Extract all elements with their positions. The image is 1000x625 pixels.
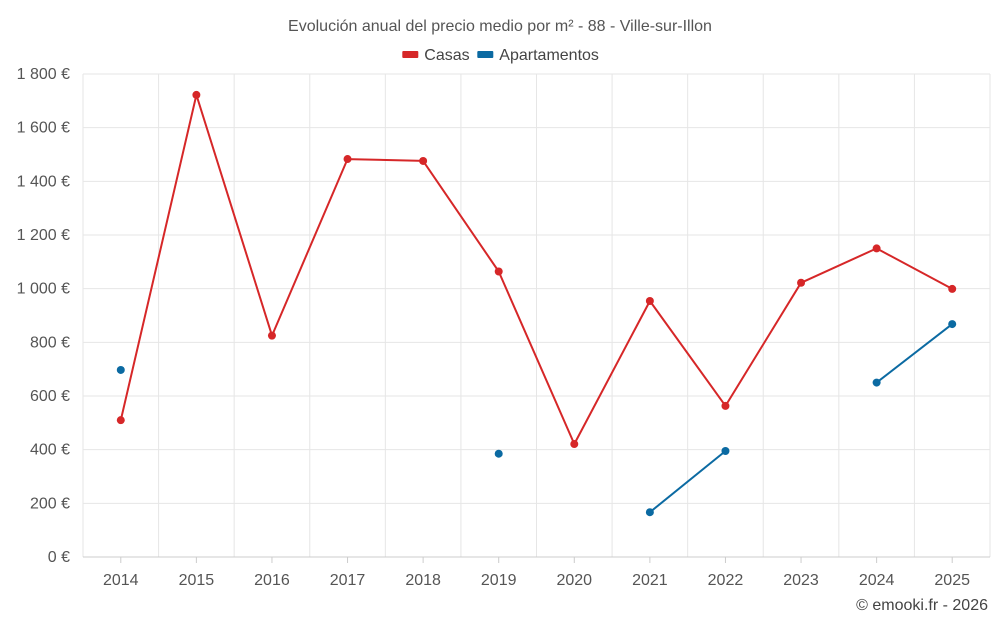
data-point-casas <box>948 284 957 293</box>
data-point-apartamentos <box>721 447 730 456</box>
x-tick-label: 2020 <box>556 572 592 589</box>
x-tick-label: 2024 <box>859 572 895 589</box>
x-tick-label: 2018 <box>405 572 441 589</box>
legend-item-apartamentos: Apartamentos <box>477 47 599 64</box>
x-tick-label: 2023 <box>783 572 819 589</box>
series-line-apartamentos <box>875 323 953 384</box>
data-point-apartamentos <box>645 508 654 517</box>
data-point-casas <box>494 267 503 276</box>
y-tick-label: 1 600 € <box>17 120 70 137</box>
chart-title: Evolución anual del precio medio por m² … <box>288 18 712 35</box>
y-tick-label: 1 200 € <box>17 227 70 244</box>
x-tick-label: 2022 <box>708 572 744 589</box>
y-tick-label: 400 € <box>30 442 70 459</box>
legend-item-casas: Casas <box>402 47 470 64</box>
data-point-casas <box>645 297 654 306</box>
x-tick-label: 2015 <box>179 572 215 589</box>
series-apartamentos <box>116 320 957 517</box>
data-point-apartamentos <box>116 365 125 374</box>
legend-swatch <box>402 51 419 58</box>
y-tick-label: 1 000 € <box>17 281 70 298</box>
x-tick-label: 2014 <box>103 572 139 589</box>
x-tick-label: 2016 <box>254 572 290 589</box>
y-tick-label: 1 800 € <box>17 66 70 83</box>
legend: Casas Apartamentos <box>402 47 599 64</box>
data-point-casas <box>192 90 201 99</box>
data-point-casas <box>721 401 730 410</box>
data-point-casas <box>872 244 881 253</box>
y-tick-label: 1 400 € <box>17 173 70 190</box>
data-point-apartamentos <box>948 320 957 329</box>
legend-label: Casas <box>424 47 469 64</box>
series-line-casas <box>119 93 953 445</box>
x-axis: 2014 2015 2016 2017 2018 2019 2020 2021 2022 2023… <box>83 556 990 589</box>
series-line-apartamentos <box>649 450 727 513</box>
x-tick-label: 2021 <box>632 572 668 589</box>
data-point-casas <box>797 278 806 287</box>
data-point-casas <box>116 416 125 425</box>
x-tick-label: 2019 <box>481 572 517 589</box>
series-casas <box>116 90 957 449</box>
x-tick-label: 2025 <box>934 572 970 589</box>
data-point-casas <box>267 331 276 340</box>
y-tick-label: 800 € <box>30 334 70 351</box>
data-point-casas <box>570 440 579 449</box>
credit-text: © emooki.fr - 2026 <box>856 597 988 614</box>
legend-swatch <box>477 51 494 58</box>
y-tick-label: 0 € <box>48 549 70 566</box>
y-tick-label: 200 € <box>30 495 70 512</box>
x-tick-label: 2017 <box>330 572 366 589</box>
data-point-casas <box>343 155 352 164</box>
legend-label: Apartamentos <box>499 47 599 64</box>
data-point-apartamentos <box>872 378 881 387</box>
series-layer <box>116 90 957 517</box>
y-tick-label: 600 € <box>30 388 70 405</box>
data-point-casas <box>419 156 428 165</box>
grid-lines <box>82 73 991 557</box>
data-point-apartamentos <box>494 449 503 458</box>
y-axis: 0 € 200 € 400 € 600 € 800 € 1 000 € 1 200 € 1 4… <box>17 66 70 566</box>
